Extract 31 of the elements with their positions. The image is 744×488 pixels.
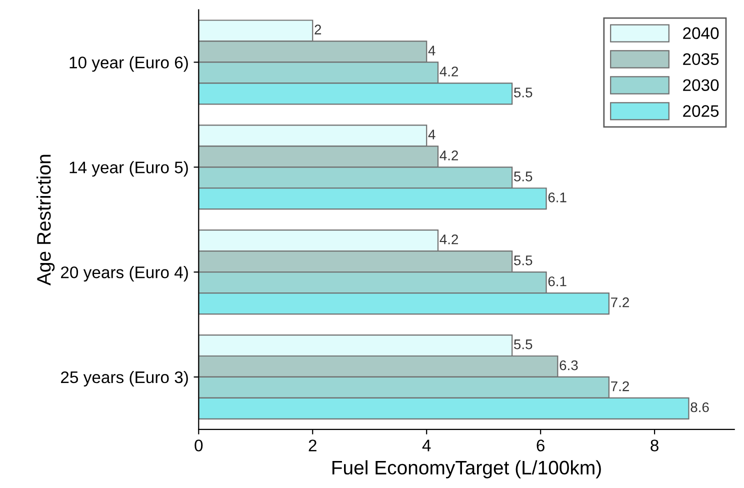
x-tick-label: 6 [536,440,544,452]
y-axis-title: Age Restriction [36,154,55,286]
legend-label: 2035 [683,53,719,66]
data-label: 8.6 [690,402,709,412]
y-tick-label: 14 year (Euro 5) [70,161,188,177]
data-label: 4.2 [440,234,458,244]
legend-label: 2025 [683,105,719,117]
data-label: 2 [314,24,322,34]
data-label: 6.1 [548,276,566,286]
data-label: 6.3 [560,360,578,370]
x-tick-label: 4 [422,440,431,452]
y-tick-label: 20 years (Euro 4) [61,266,188,282]
x-tick-label: 0 [194,440,203,452]
data-label: 4.2 [440,150,458,160]
data-label: 5.5 [514,88,532,98]
x-axis-title: Fuel EconomyTarget (L/100km) [332,460,601,478]
data-label: 4 [428,130,436,140]
data-label: 7.2 [611,297,629,308]
data-label: 7.2 [611,381,629,392]
legend-label: 2030 [683,79,719,92]
x-tick-label: 8 [650,440,658,452]
data-label: 5.5 [514,172,532,182]
data-label: 4 [428,46,436,56]
y-tick-label: 25 years (Euro 3) [61,370,188,386]
data-label: 5.5 [514,256,532,266]
data-label: 4.2 [440,66,458,76]
data-label: 5.5 [514,340,532,350]
legend-label: 2040 [683,27,719,40]
x-tick-label: 2 [308,440,316,452]
y-tick-label: 10 year (Euro 6) [70,56,188,72]
data-label: 6.1 [548,192,566,202]
